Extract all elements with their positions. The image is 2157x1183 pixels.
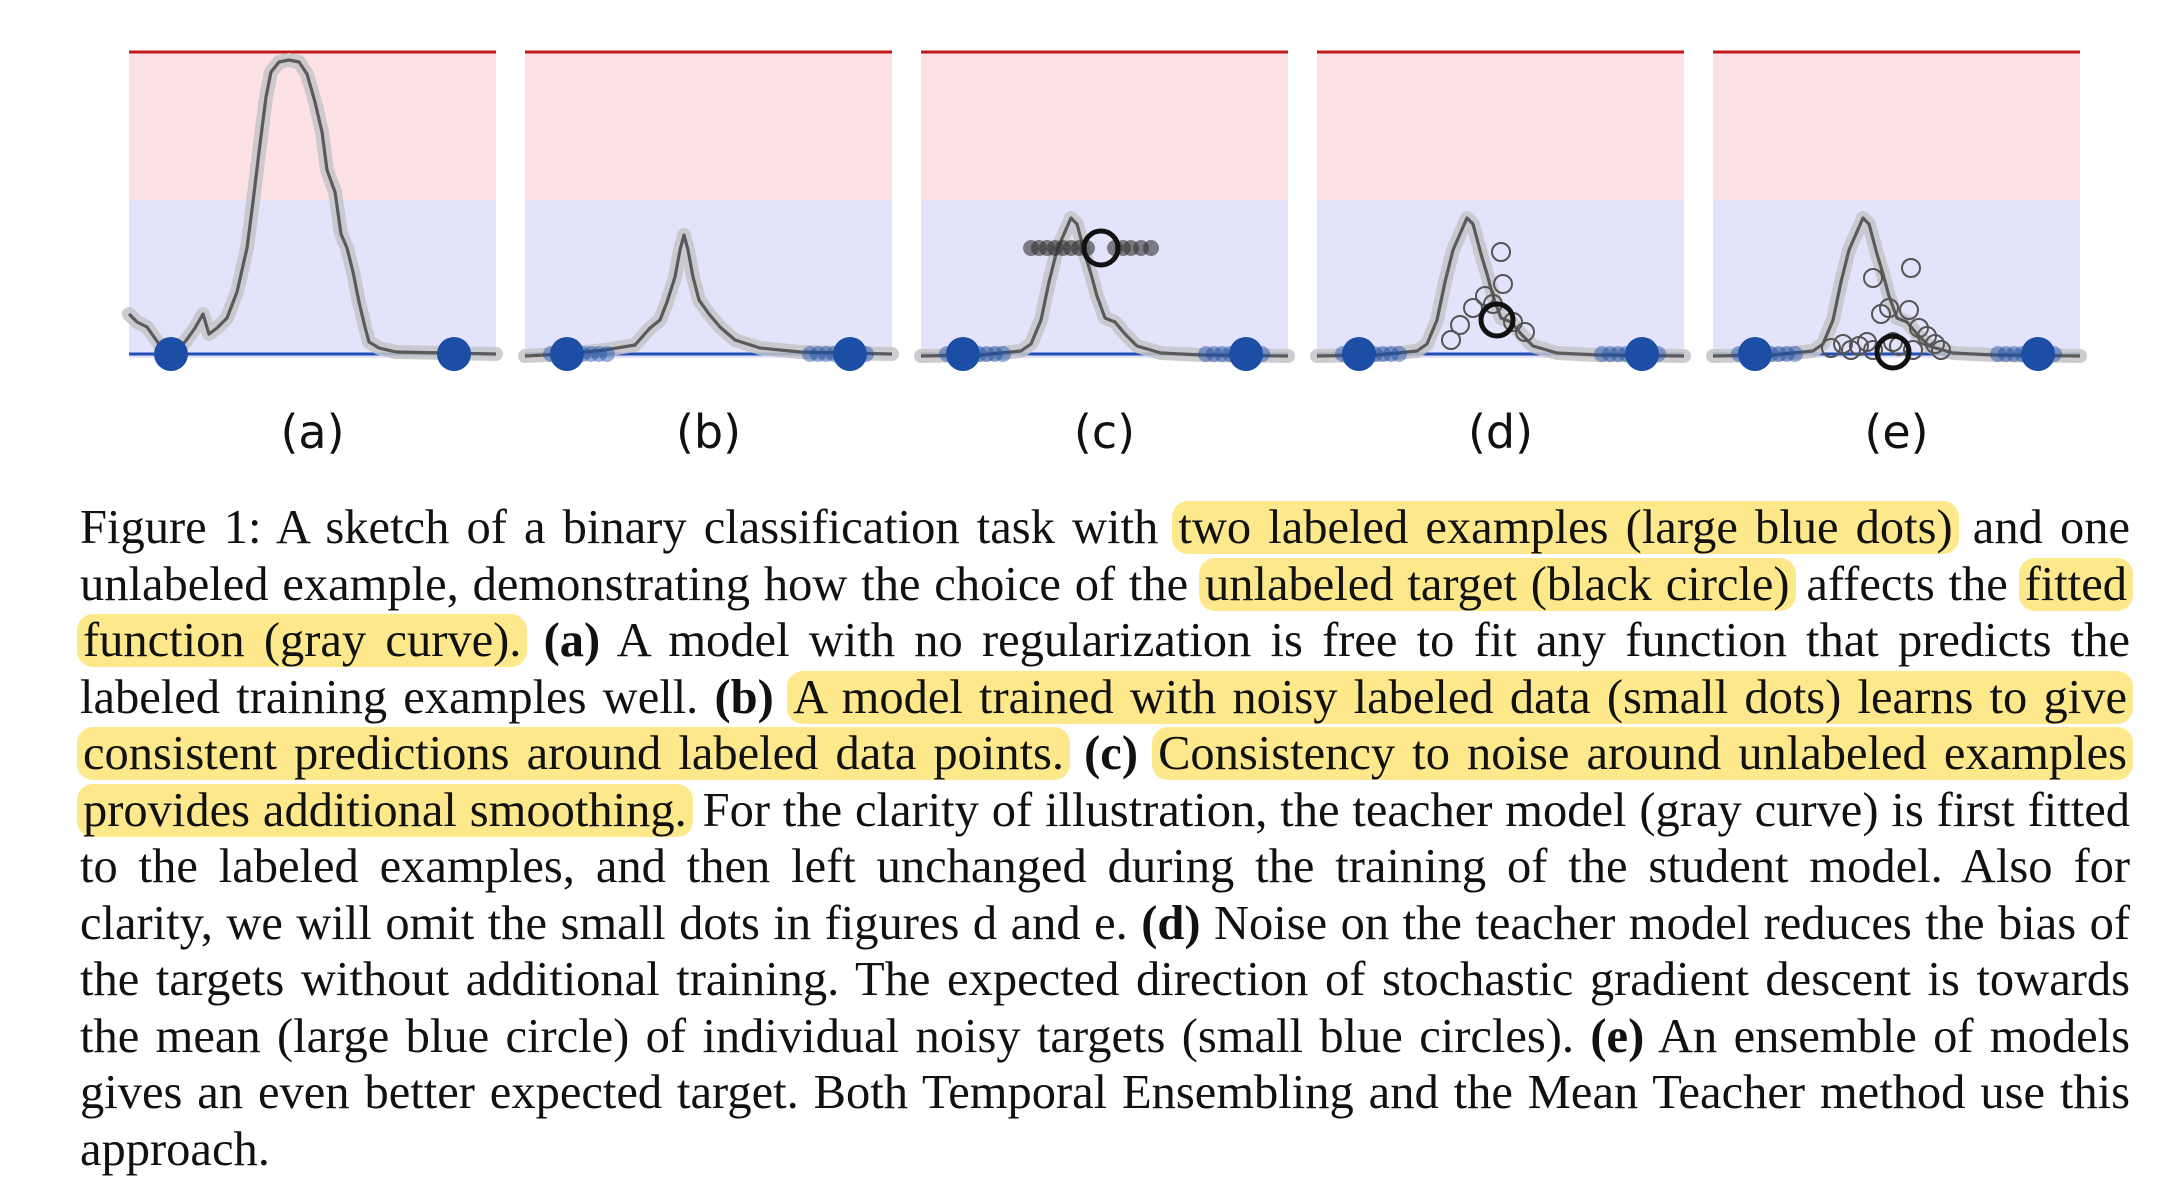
labeled-example-dot <box>1229 337 1263 371</box>
noisy-labeled-dot <box>1375 346 1391 362</box>
noisy-labeled-dot <box>818 346 834 362</box>
noisy-target-circle <box>1463 298 1483 318</box>
noisy-target-circle <box>1491 242 1511 262</box>
fitted-function-curve <box>920 216 1289 358</box>
noisy-target-circle <box>1931 340 1951 360</box>
labeled-example-dot <box>1342 337 1376 371</box>
panel-d-label: (d) <box>1467 405 1534 459</box>
noisy-target-circle <box>1899 300 1919 320</box>
noisy-target-circle <box>1883 332 1903 352</box>
noisy-labeled-dot <box>2006 346 2022 362</box>
fitted-function-curve <box>127 58 497 356</box>
positive-class-region <box>921 52 1288 200</box>
caption-highlight: unlabeled target (black circle) <box>1199 557 1796 611</box>
noisy-target-circle <box>1879 298 1899 318</box>
noisy-labeled-dot <box>1214 346 1230 362</box>
caption-text <box>1067 727 1084 780</box>
figure-panels: (a) (b) (c) (d) (e) <box>0 0 2157 470</box>
panel-a-plot <box>122 50 503 371</box>
noisy-labeled-dot <box>583 346 599 362</box>
noisy-labeled-dot <box>979 346 995 362</box>
noisy-target-circle <box>1925 334 1945 354</box>
noisy-labeled-dot <box>810 346 826 362</box>
noisy-labeled-dot <box>802 346 818 362</box>
caption-text: Noise on the teacher model reduces the b… <box>80 896 2130 1063</box>
caption-panel-ref: (b) <box>714 670 774 724</box>
noisy-labeled-dot <box>995 346 1011 362</box>
noisy-labeled-dot <box>1779 346 1795 362</box>
figure-caption: Figure 1: A sketch of a binary classific… <box>77 500 2134 1178</box>
unlabeled-target-circle <box>1874 333 1912 371</box>
noisy-labeled-dot <box>599 346 615 362</box>
caption-highlight: two labeled examples (large blue dots) <box>1172 501 1959 554</box>
negative-class-region <box>921 200 1288 358</box>
panel-b-plot <box>518 50 899 371</box>
caption-text: For the clarity of illustration, the tea… <box>80 783 2131 950</box>
panel-c-label: (c) <box>1073 405 1136 459</box>
noisy-target-circle <box>1821 338 1841 358</box>
labeled-example-dot <box>154 337 188 371</box>
positive-class-region <box>1317 52 1684 200</box>
caption-panel-ref: (d) <box>1141 896 1201 950</box>
noisy-labeled-dot <box>1198 346 1214 362</box>
noisy-labeled-dot <box>1998 346 2014 362</box>
caption-panel-ref: (e) <box>1590 1009 1645 1063</box>
unlabeled-target-circle <box>1081 228 1121 268</box>
caption-text: affects the <box>1792 557 2022 611</box>
noisy-unlabeled-dot <box>1143 240 1159 256</box>
noisy-labeled-dot <box>1990 346 2006 362</box>
caption-text: Figure 1: A sketch of a binary classific… <box>80 501 1176 554</box>
noisy-target-circle <box>1493 274 1513 294</box>
panel-e-label: (e) <box>1864 405 1929 459</box>
noisy-labeled-dot <box>1391 346 1407 362</box>
noisy-target-circle <box>1863 268 1883 288</box>
noisy-target-circle <box>1901 258 1921 278</box>
caption-text <box>524 614 543 667</box>
panel-c-plot <box>914 50 1295 371</box>
noisy-labeled-dot <box>1594 346 1610 362</box>
positive-class-region <box>1713 52 2080 200</box>
unlabeled-target-circle <box>1478 301 1516 339</box>
noisy-labeled-dot <box>1206 346 1222 362</box>
panel-a-label: (a) <box>280 405 345 459</box>
noisy-labeled-dot <box>1787 346 1803 362</box>
labeled-example-dot <box>1625 337 1659 371</box>
labeled-example-dot <box>437 337 471 371</box>
noisy-target-circle <box>1441 330 1461 350</box>
caption-text: and one unlabeled example, demonstrating… <box>80 501 2130 611</box>
negative-class-region <box>1713 200 2080 358</box>
fitted-function-curve <box>1316 216 1685 358</box>
noisy-labeled-dot <box>1383 346 1399 362</box>
negative-class-region <box>525 200 892 358</box>
panel-d-plot <box>1310 50 1691 371</box>
noisy-labeled-dot <box>1610 346 1626 362</box>
panel-e-plot <box>1706 50 2087 371</box>
caption-text: A model with no regularization is free t… <box>80 614 2131 724</box>
caption-panel-ref: (c) <box>1084 727 1138 780</box>
panel-b-label: (b) <box>675 405 742 459</box>
labeled-example-dot <box>946 337 980 371</box>
labeled-example-dot <box>833 337 867 371</box>
negative-class-region <box>1317 200 1684 358</box>
noisy-target-circle <box>1450 315 1470 335</box>
noisy-target-circle <box>1863 340 1883 360</box>
caption-panel-ref: (a) <box>543 614 601 667</box>
noisy-labeled-dot <box>591 346 607 362</box>
labeled-example-dot <box>550 337 584 371</box>
fitted-function-curve <box>524 233 893 358</box>
labeled-example-dot <box>2021 337 2055 371</box>
caption-text: An ensemble of models gives an even bett… <box>80 1009 2130 1176</box>
noisy-target-circle <box>1903 340 1923 360</box>
positive-class-region <box>525 52 892 200</box>
noisy-target-circle <box>1515 322 1535 342</box>
noisy-labeled-dot <box>1602 346 1618 362</box>
labeled-example-dot <box>1738 337 1772 371</box>
noisy-labeled-dot <box>1771 346 1787 362</box>
noisy-labeled-dot <box>987 346 1003 362</box>
